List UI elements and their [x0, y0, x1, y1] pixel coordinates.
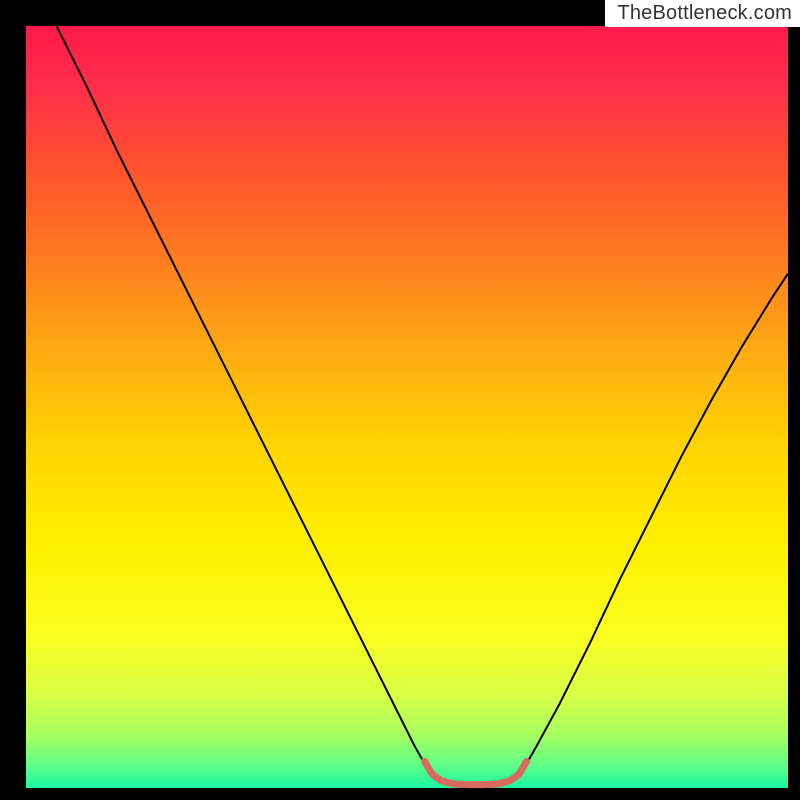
- watermark-label: TheBottleneck.com: [605, 0, 800, 27]
- chart-background-gradient: [26, 26, 788, 788]
- bottleneck-chart: [0, 0, 800, 800]
- chart-container: TheBottleneck.com: [0, 0, 800, 800]
